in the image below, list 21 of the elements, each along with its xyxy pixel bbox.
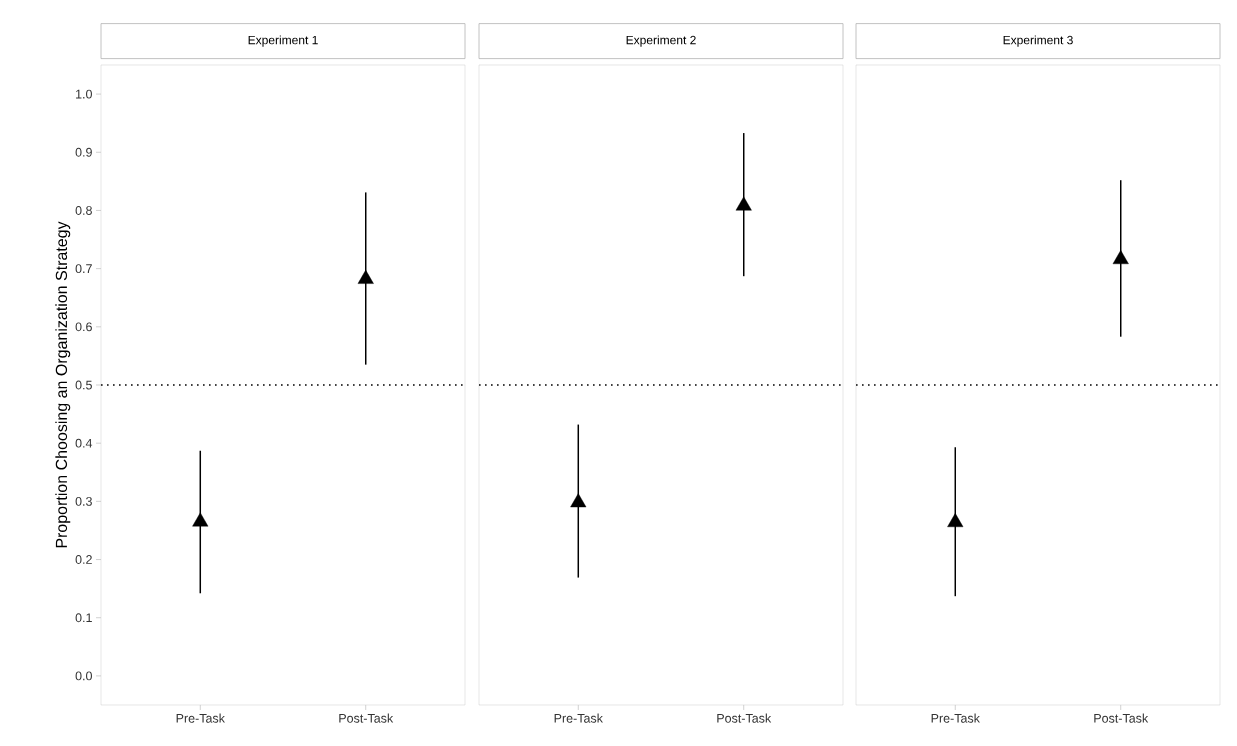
x-tick-label: Post-Task — [1094, 713, 1149, 723]
y-tick-label: 1.0 — [76, 89, 92, 99]
chart-title: Experiment 1 — [248, 35, 318, 47]
y-tick-label: 0.0 — [75, 671, 92, 681]
y-axis-title: Proportion Choosing an Organization Strategy — [55, 221, 71, 548]
x-tick-label: Post-Task — [339, 713, 394, 723]
y-tick-label: 0.8 — [75, 206, 92, 215]
chart-title: Experiment 2 — [626, 35, 696, 47]
y-tick-label: 0.4 — [75, 438, 93, 448]
x-tick-label: Pre-Task — [554, 713, 603, 723]
y-tick-label: 0.2 — [75, 555, 92, 564]
y-tick-label: 0.7 — [75, 264, 92, 274]
y-tick-label: 0.3 — [75, 496, 92, 506]
x-tick-label: Pre-Task — [931, 713, 980, 723]
y-tick-label: 0.5 — [75, 380, 92, 390]
x-tick-label: Pre-Task — [176, 713, 225, 723]
y-tick-label: 0.9 — [75, 147, 92, 157]
y-tick-label: 0.1 — [75, 613, 92, 623]
y-tick-label: 0.6 — [75, 322, 92, 332]
x-tick-label: Post-Task — [717, 713, 772, 723]
chart-title: Experiment 3 — [1003, 35, 1073, 47]
